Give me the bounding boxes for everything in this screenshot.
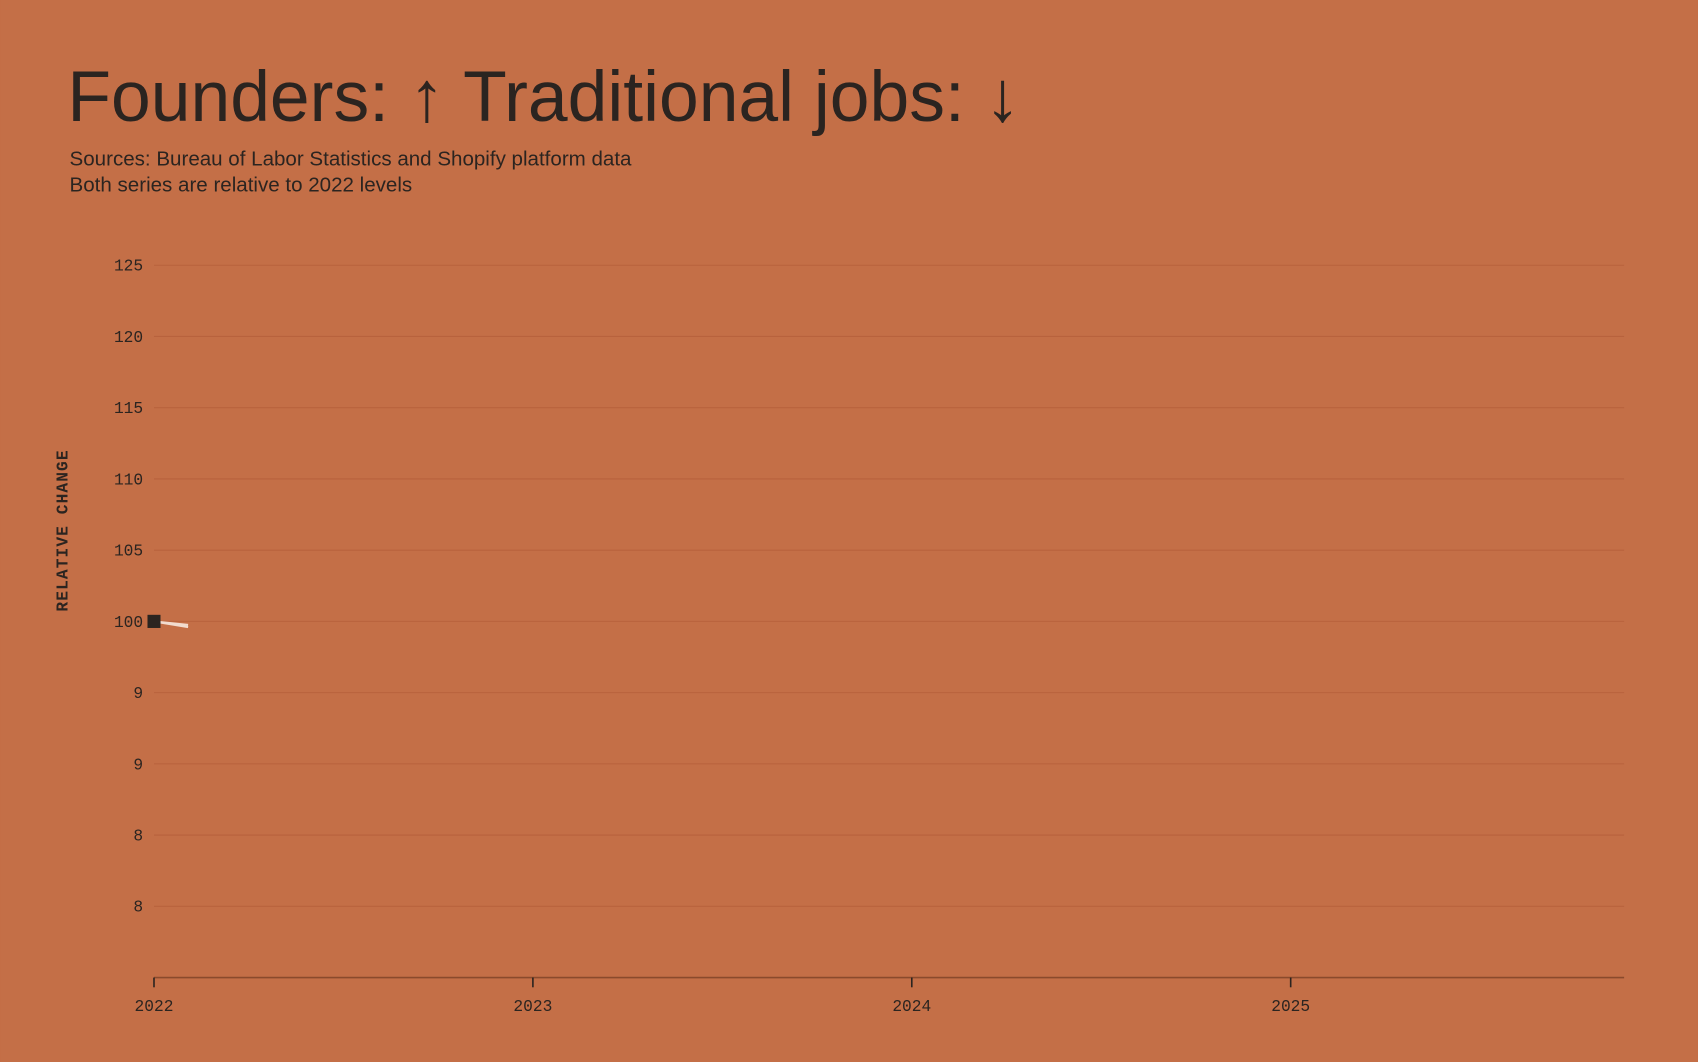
x-tick-label: 2022 <box>135 997 174 1016</box>
marker <box>147 614 161 628</box>
y-tick-label: 8 <box>133 898 143 917</box>
y-tick-label: 100 <box>114 613 143 632</box>
subtitle: Both series are relative to 2022 levels <box>70 174 413 197</box>
y-tick-label: 110 <box>114 470 143 489</box>
x-tick-label: 2024 <box>892 997 931 1016</box>
y-tick-label: 125 <box>114 257 143 276</box>
y-tick-label: 120 <box>114 328 143 347</box>
y-tick-label: 115 <box>114 399 143 418</box>
subtitle: Sources: Bureau of Labor Statistics and … <box>70 148 633 171</box>
y-tick-label: 105 <box>114 542 143 561</box>
chart-title: Founders: ↑ Traditional jobs: ↓ <box>67 57 1020 137</box>
y-axis-label: RELATIVE CHANGE <box>53 449 72 611</box>
y-tick-label: 9 <box>133 755 143 774</box>
x-tick-label: 2025 <box>1271 997 1310 1016</box>
y-tick-label: 8 <box>133 827 143 846</box>
y-tick-label: 9 <box>133 684 143 703</box>
x-tick-label: 2023 <box>513 997 552 1016</box>
